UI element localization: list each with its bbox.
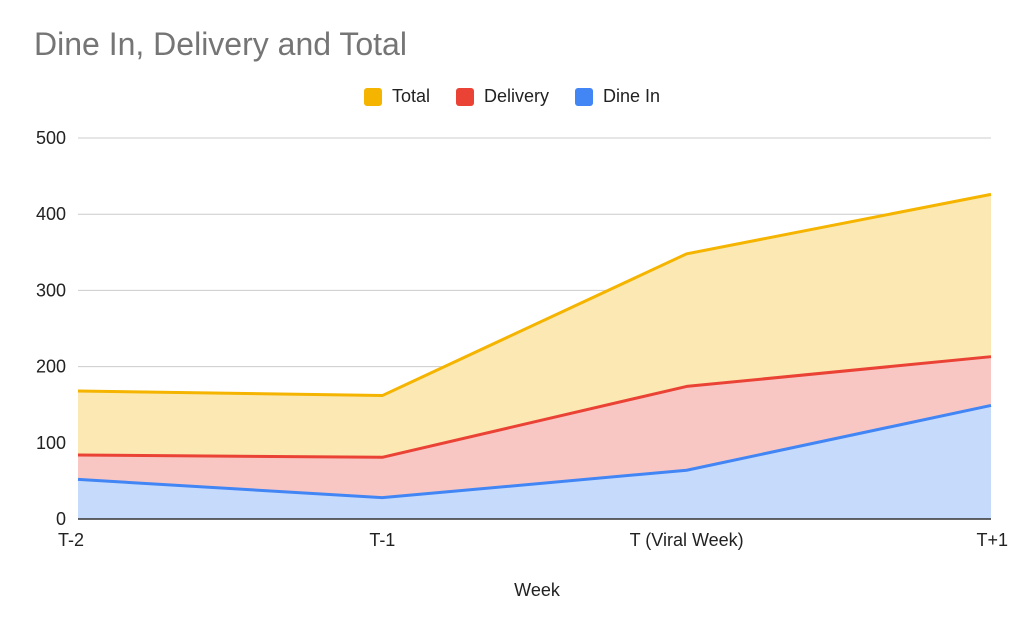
x-tick-label: T+1 [976, 530, 1008, 550]
legend-item-total[interactable]: Total [363, 86, 430, 107]
legend-item-dine-in[interactable]: Dine In [575, 86, 660, 107]
legend: Total Delivery Dine In [0, 86, 1024, 107]
y-tick-label: 100 [36, 433, 66, 453]
legend-item-delivery[interactable]: Delivery [455, 86, 549, 107]
y-tick-label: 0 [56, 509, 66, 529]
legend-label-delivery: Delivery [483, 86, 549, 106]
legend-swatch-delivery [455, 87, 474, 106]
x-tick-label: T-2 [58, 530, 84, 550]
x-axis-title: Week [514, 580, 560, 600]
series-line-dine-in [77, 403, 992, 500]
x-tick-label: T-1 [369, 530, 395, 550]
y-tick-label: 500 [36, 128, 66, 148]
x-tick-label: T (Viral Week) [630, 530, 744, 550]
legend-swatch-total [363, 87, 382, 106]
series-line-delivery [77, 355, 992, 459]
area-dine-in [78, 405, 991, 519]
legend-label-total: Total [391, 86, 430, 106]
chart-title: Dine In, Delivery and Total [34, 26, 407, 62]
y-tick-label: 400 [36, 204, 66, 224]
legend-swatch-dine-in [575, 87, 593, 106]
y-tick-label: 200 [36, 357, 66, 377]
legend-label-dine-in: Dine In [603, 86, 661, 106]
area-delivery [78, 356, 991, 498]
series-line-total [77, 192, 992, 398]
y-tick-label: 300 [36, 280, 66, 300]
